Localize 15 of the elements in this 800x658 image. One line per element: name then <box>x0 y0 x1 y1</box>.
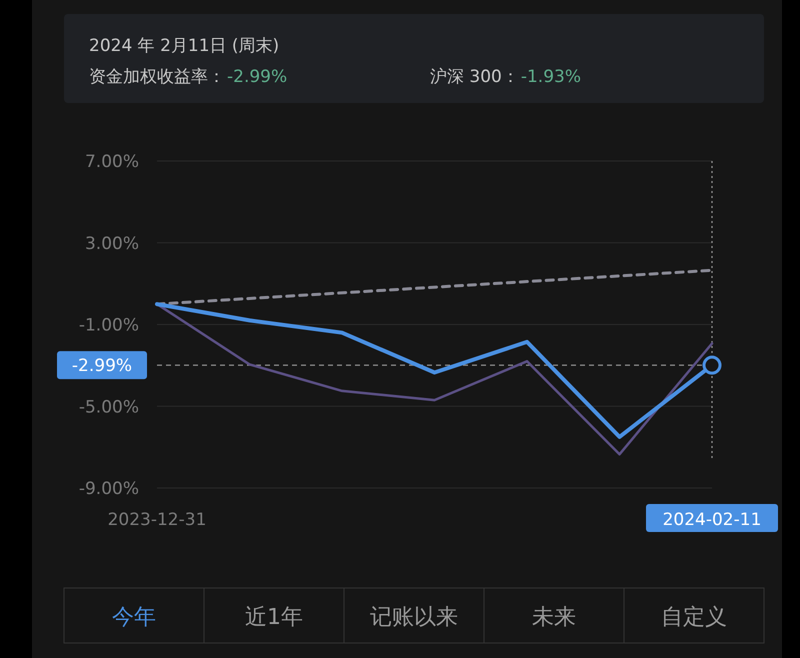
x-tick-label: 2023-12-31 <box>108 510 206 530</box>
y-tick-label: -9.00% <box>78 479 139 499</box>
text: 资金加权收益率： <box>89 67 225 87</box>
x-tick-label: 2024-02-11 <box>662 510 762 530</box>
range-buttons: 今年 近1年 记账以来 未来 自定义 <box>64 588 764 644</box>
y-tick-label: 3.00% <box>84 234 139 254</box>
y-tick-label: -5.00% <box>78 397 139 418</box>
text: -2.99% <box>227 67 288 87</box>
text: 沪深 300： <box>430 67 519 87</box>
y-tick-label: 7.00% <box>84 152 139 172</box>
y-tick-label: -1.00% <box>78 316 139 336</box>
text: -1.93% <box>520 67 581 87</box>
chart-title: 2024 年 2月11日 (周末) <box>89 36 280 56</box>
ref-line-label: -2.99% <box>72 356 132 376</box>
ref-label: -2.99% <box>57 351 147 380</box>
